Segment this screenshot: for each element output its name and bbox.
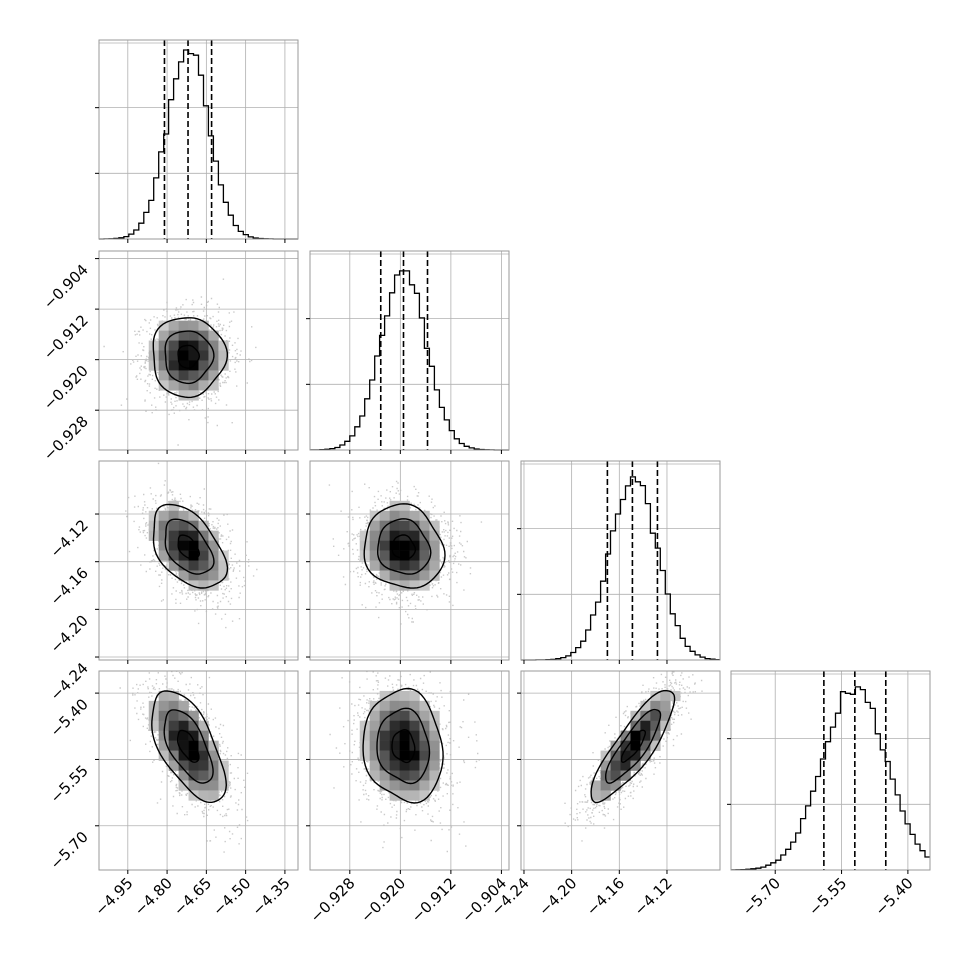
hist-panel-1 (306, 250, 510, 454)
scatter-points (125, 462, 258, 629)
y-tick-label-1-3: −0.928 (40, 412, 92, 464)
x-tick-label-3-1: −5.55 (805, 874, 850, 919)
x-tick-label-0-3: −4.50 (209, 874, 254, 919)
contour-3-1-1 (376, 707, 431, 785)
contour-3-0-0 (177, 729, 200, 763)
x-tick-label-3-2: −5.40 (871, 874, 916, 919)
contour-1-0-2 (152, 317, 228, 399)
x-tick-label-1-0: −0.928 (307, 874, 359, 926)
contour-2-0-0 (177, 534, 200, 560)
y-tick-label-1-1: −0.912 (40, 311, 92, 363)
panel-3-0 (95, 670, 299, 874)
y-tick-label-1-2: −0.920 (40, 362, 92, 414)
contour-3-2-0 (620, 729, 646, 764)
x-tick-label-1-2: −0.912 (408, 874, 460, 926)
y-tick-label-2-1: −4.16 (47, 564, 92, 609)
contour-3-0-2 (151, 690, 228, 803)
hist-step-3 (731, 686, 930, 871)
scatter-points (103, 278, 257, 446)
scatter-points (564, 671, 703, 842)
hist-step-2 (521, 476, 720, 661)
panel-2-0 (95, 460, 299, 664)
x-tick-label-0-1: −4.80 (131, 874, 176, 919)
contour-3-1-0 (391, 728, 416, 764)
contour-3-2-2 (590, 689, 676, 804)
y-tick-label-2-3: −4.24 (47, 659, 92, 704)
y-tick-label-1-0: −0.904 (40, 261, 92, 313)
y-tick-label-2-2: −4.20 (47, 611, 92, 656)
x-tick-label-0-0: −4.95 (91, 874, 136, 919)
contour-1-0-0 (177, 344, 201, 369)
panel-3-2 (517, 670, 721, 874)
panel-1-0 (95, 250, 299, 454)
scatter-points (328, 480, 483, 625)
x-tick-label-2-3: −4.12 (631, 874, 676, 919)
y-tick-label-3-2: −5.70 (47, 828, 92, 873)
x-tick-label-2-1: −4.20 (535, 874, 580, 919)
contour-2-1-0 (391, 534, 417, 560)
y-tick-label-2-0: −4.12 (47, 516, 92, 561)
x-tick-label-2-2: −4.16 (583, 874, 628, 919)
contour-3-1-2 (362, 687, 444, 804)
x-tick-label-0-2: −4.65 (170, 874, 215, 919)
hist-panel-3 (727, 670, 931, 874)
contour-3-0-1 (163, 709, 214, 784)
hist-panel-0 (95, 39, 299, 243)
contour-1-0-1 (164, 330, 215, 385)
x-tick-label-1-1: −0.920 (357, 874, 409, 926)
contour-2-0-1 (164, 518, 215, 575)
y-tick-label-3-1: −5.55 (47, 762, 92, 807)
panel-3-1 (306, 670, 510, 874)
x-tick-label-3-0: −5.70 (739, 874, 784, 919)
contour-2-1-1 (376, 518, 432, 575)
x-tick-label-0-4: −4.35 (249, 874, 294, 919)
hist-panel-2 (517, 460, 721, 664)
contour-2-1-2 (363, 503, 446, 589)
hist-step-1 (310, 270, 509, 451)
panel-2-1 (306, 460, 510, 664)
hist-step-0 (99, 49, 298, 240)
contour-3-2-1 (605, 708, 662, 784)
y-tick-label-3-0: −5.40 (47, 695, 92, 740)
contour-2-0-2 (152, 503, 229, 589)
